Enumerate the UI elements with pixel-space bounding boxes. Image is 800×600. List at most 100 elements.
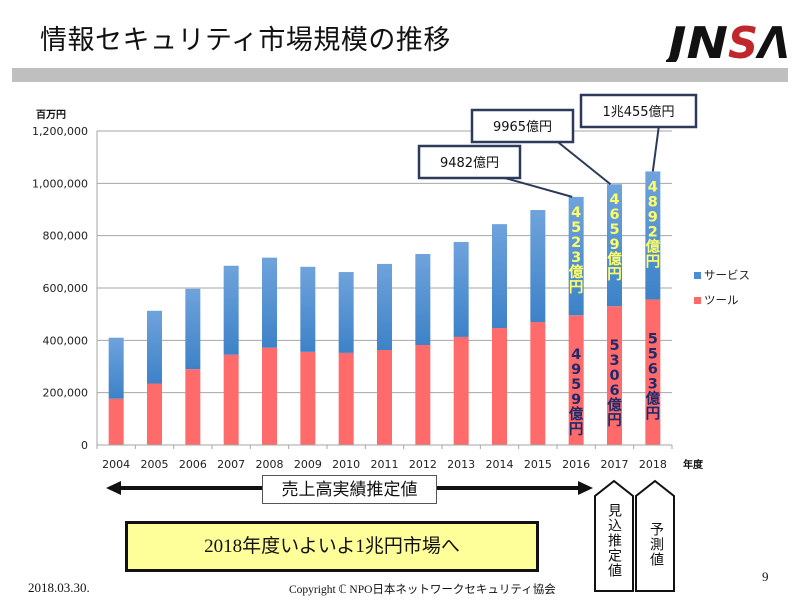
segment-value-char: 円 <box>569 421 584 438</box>
segment-value-char: 6 <box>609 207 619 223</box>
segment-value-char: 6 <box>648 361 658 377</box>
bar-service-2011 <box>377 263 392 351</box>
segment-value-char: 9 <box>571 392 581 408</box>
legend-swatch <box>694 272 701 279</box>
y-axis-unit-label: 百万円 <box>36 109 66 121</box>
segment-value-char: 円 <box>607 412 622 429</box>
bar-service-2010 <box>338 272 354 353</box>
bar-tool-2015 <box>530 322 546 445</box>
bar-service-2016 <box>568 196 584 316</box>
x-tick-label: 2017 <box>601 458 629 471</box>
segment-value-char: 3 <box>609 353 619 369</box>
segment-value-char: 4 <box>609 192 619 208</box>
forecast-tag-label: 予測値 <box>648 522 664 567</box>
legend-item: ツール <box>694 293 739 307</box>
y-tick-label: 1,200,000 <box>32 125 88 138</box>
bar-service-2009 <box>300 266 316 352</box>
title-divider-bar <box>12 68 788 82</box>
logo-letter-a: Λ <box>755 18 790 62</box>
segment-value-char: 2 <box>648 224 658 240</box>
bar-tool-2005 <box>147 383 162 445</box>
callout-text: 1兆455億円 <box>602 104 674 120</box>
bar-tool-2014 <box>492 328 507 445</box>
segment-value-char: 4 <box>648 179 658 195</box>
legend-label: サービス <box>704 268 750 282</box>
segment-value-char: 億 <box>607 396 622 414</box>
bar-service-2014 <box>492 224 507 329</box>
segment-value-char: 9 <box>571 362 581 378</box>
bar-service-2018 <box>645 171 661 300</box>
segment-value-char: 5 <box>648 346 658 362</box>
callout-leader-line <box>557 141 612 186</box>
segment-value-char: 5 <box>571 220 581 236</box>
bar-service-2012 <box>415 253 431 346</box>
segment-value-char: 億 <box>607 250 622 268</box>
segment-value-char: 3 <box>571 250 581 266</box>
bar-tool-2006 <box>185 369 201 445</box>
segment-value-char: 億 <box>569 405 584 423</box>
bar-tool-2011 <box>377 350 392 445</box>
x-axis-label: 年度 <box>683 458 704 471</box>
bar-tool-2016 <box>568 315 584 445</box>
x-tick-label: 2014 <box>486 458 514 471</box>
segment-value-char: 4 <box>571 347 581 363</box>
x-tick-label: 2013 <box>447 458 475 471</box>
bar-tool-2017 <box>607 306 622 445</box>
callout-box <box>579 93 698 129</box>
segment-value-char: 4 <box>571 205 581 221</box>
bar-tool-2007 <box>223 354 239 445</box>
callout-box <box>470 108 575 144</box>
segment-value-char: 5 <box>648 331 658 347</box>
bar-service-2008 <box>262 257 277 348</box>
bar-tool-2010 <box>338 352 354 445</box>
x-tick-label: 2015 <box>524 458 552 471</box>
estimate-tag-label: 見込推定値 <box>606 503 622 578</box>
forecast-tag-shape <box>635 479 675 592</box>
y-tick-label: 800,000 <box>43 230 89 243</box>
total-callout: 1兆455億円 <box>579 93 698 172</box>
actuals-range-label: 売上高実績推定値 <box>262 475 437 504</box>
legend-swatch <box>694 297 701 304</box>
total-callout: 9482億円 <box>417 144 573 198</box>
segment-value-char: 5 <box>609 338 619 354</box>
logo-letter-s: S <box>728 18 758 62</box>
y-tick-label: 0 <box>81 439 88 452</box>
slide-title: 情報セキュリティ市場規模の推移 <box>40 25 451 56</box>
y-tick-label: 200,000 <box>43 387 89 400</box>
y-tick-label: 600,000 <box>43 282 89 295</box>
x-tick-label: 2009 <box>294 458 322 471</box>
jnsa-logo: JN S Λ <box>666 18 790 62</box>
bar-service-2005 <box>147 310 162 384</box>
legend-label: ツール <box>704 293 739 307</box>
page-number: 9 <box>762 569 769 584</box>
x-tick-label: 2004 <box>102 458 130 471</box>
bar-service-2006 <box>185 288 201 370</box>
segment-value-char: 9 <box>609 237 619 253</box>
bar-service-2013 <box>453 241 469 337</box>
y-tick-label: 400,000 <box>43 334 89 347</box>
bar-service-2007 <box>223 265 239 355</box>
segment-value-char: 億 <box>569 263 584 281</box>
callout-text: 9965億円 <box>493 119 552 135</box>
x-tick-label: 2005 <box>141 458 169 471</box>
total-callout: 9965億円 <box>470 108 612 186</box>
segment-value-char: 2 <box>571 235 581 251</box>
x-tick-label: 2007 <box>217 458 245 471</box>
segment-value-char: 8 <box>648 194 658 210</box>
bar-tool-2004 <box>108 398 124 445</box>
segment-value-char: 9 <box>648 209 658 225</box>
x-tick-label: 2011 <box>371 458 399 471</box>
x-tick-label: 2008 <box>256 458 284 471</box>
footer-date: 2018.03.30. <box>28 580 90 595</box>
segment-value-char: 円 <box>569 279 584 296</box>
headline-banner: 2018年度いよいよ1兆円市場へ <box>125 521 539 572</box>
segment-value-char: 億 <box>646 237 661 255</box>
callout-leader-line <box>651 126 660 172</box>
segment-value-char: 円 <box>646 405 661 422</box>
